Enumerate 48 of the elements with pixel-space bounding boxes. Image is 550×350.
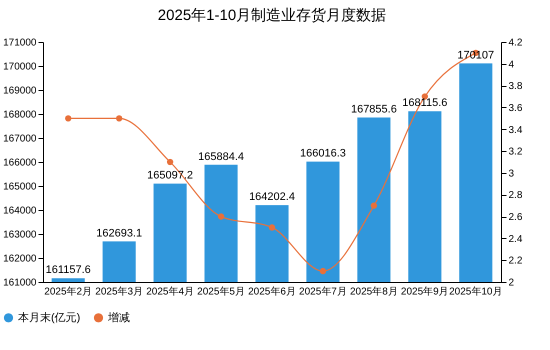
point <box>166 158 174 166</box>
data-label: 161157.6 <box>46 264 91 276</box>
y-tick-label: 161000 <box>3 278 37 288</box>
x-tick-label: 2025年10月 <box>449 286 502 298</box>
y2-tick-label: 4.2 <box>508 38 523 48</box>
point <box>370 202 378 209</box>
x-tick-label: 2025年9月 <box>400 286 449 298</box>
y-tick-label: 168000 <box>3 110 37 120</box>
data-label: 162693.1 <box>96 227 142 240</box>
chart-title: 2025年1-10月制造业存货月度数据 <box>158 7 386 24</box>
x-tick-label: 2025年3月 <box>95 286 144 298</box>
data-label: 164202.4 <box>249 191 295 204</box>
y2-tick-label: 2.4 <box>508 234 523 245</box>
y2-tick-label: 3 <box>508 168 514 180</box>
x-tick-label: 2025年7月 <box>299 286 347 298</box>
point <box>268 224 276 231</box>
x-tick-label: 2025年5月 <box>197 286 245 298</box>
point <box>218 213 224 220</box>
y-tick-label: 162000 <box>3 254 37 264</box>
y-tick-label: 170000 <box>3 62 37 72</box>
y-tick-label: 167000 <box>3 134 37 144</box>
data-label: 166016.3 <box>300 148 346 160</box>
y2-tick-label: 2.6 <box>508 212 523 224</box>
y-tick-label: 164000 <box>3 206 37 216</box>
point <box>320 268 326 274</box>
legend-label: 本月末(亿元) <box>18 310 80 324</box>
x-tick-label: 2025年4月 <box>146 286 194 298</box>
y2-tick-label: 3.8 <box>508 81 523 92</box>
data-label: 165884.4 <box>198 150 244 163</box>
point <box>65 115 72 122</box>
y2-tick-label: 3.6 <box>508 102 523 114</box>
y2-tick-label: 2 <box>508 278 514 288</box>
y2-tick-label: 4 <box>508 59 514 70</box>
y2-tick-label: 2.8 <box>508 190 523 202</box>
x-tick-label: 2025年8月 <box>350 286 398 298</box>
x-tick-label: 2025年6月 <box>248 286 296 298</box>
legend-label: 增减 <box>107 310 130 324</box>
y-tick-label: 163000 <box>3 230 37 240</box>
y-tick-label: 169000 <box>3 86 37 96</box>
point <box>116 115 122 122</box>
y-tick-label: 171000 <box>3 38 37 48</box>
y-tick-label: 165000 <box>3 182 37 192</box>
y2-tick-label: 3.4 <box>508 124 523 136</box>
y-tick-label: 166000 <box>3 158 37 168</box>
y2-tick-label: 3.2 <box>508 146 523 158</box>
x-tick-label: 2025年2月 <box>44 286 92 298</box>
y2-tick-label: 2.2 <box>508 256 523 267</box>
data-label: 167855.6 <box>350 103 397 116</box>
